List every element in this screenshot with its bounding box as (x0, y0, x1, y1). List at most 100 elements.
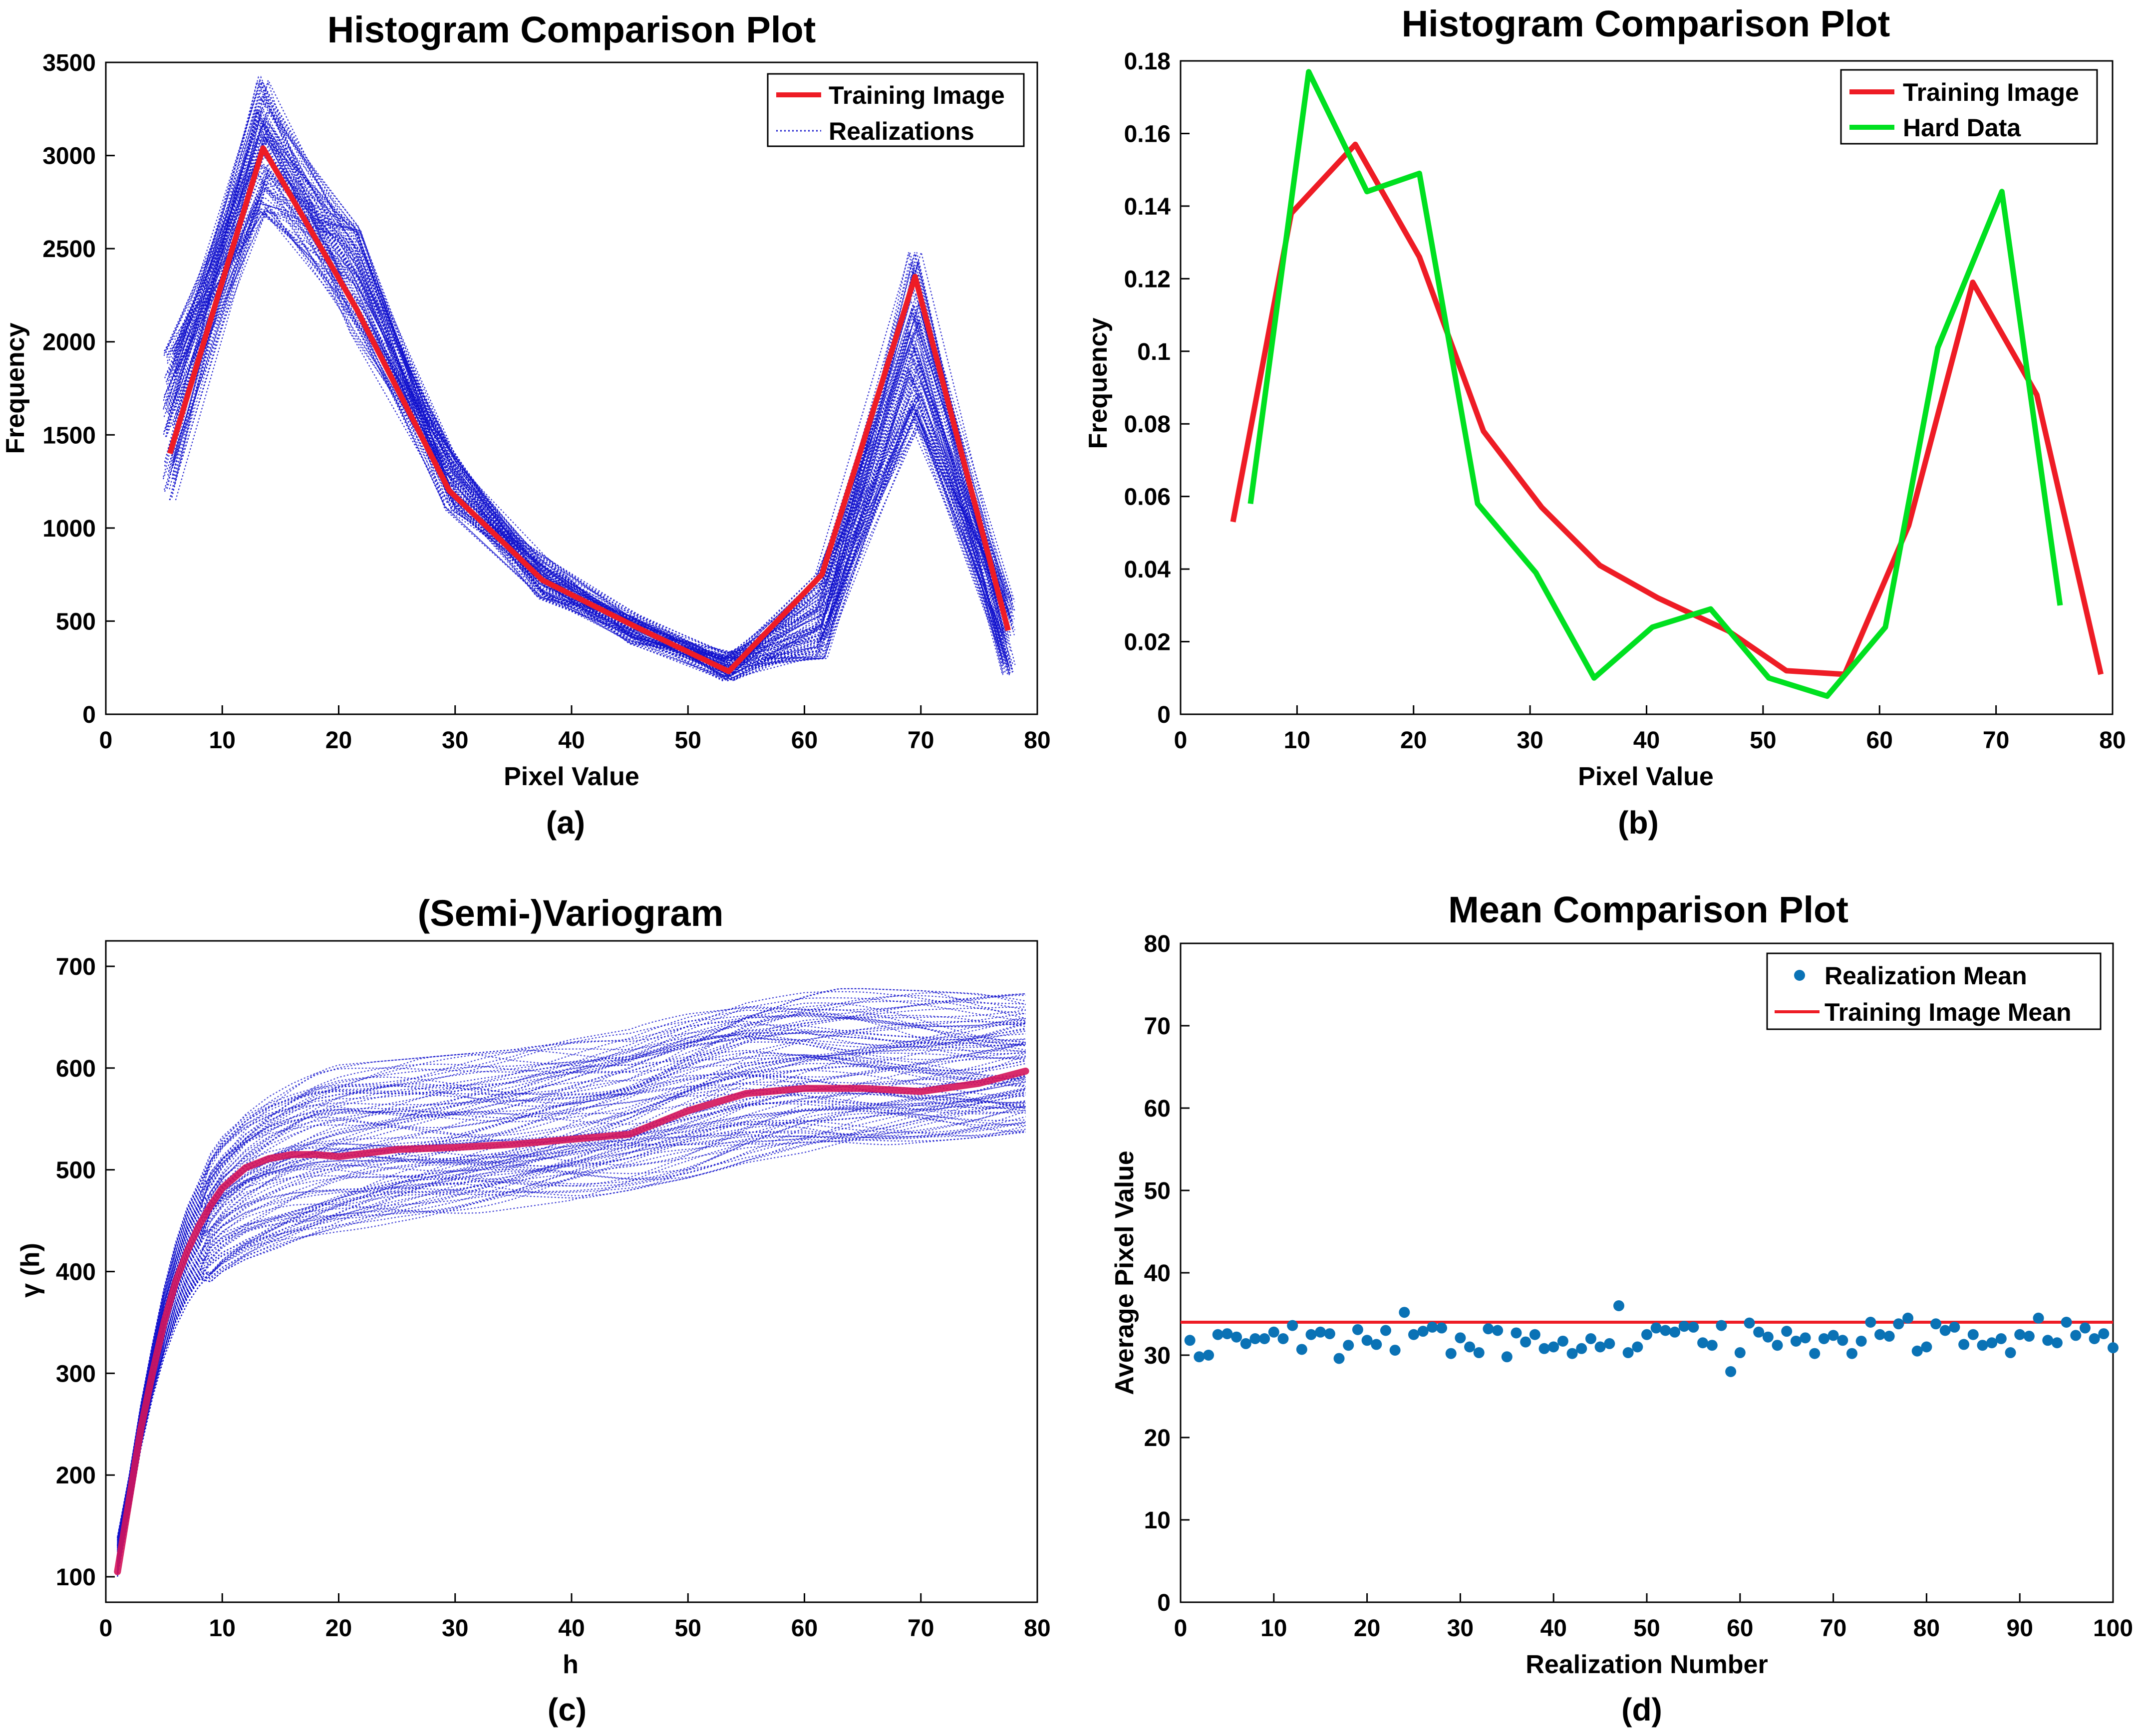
realization-mean-point (1464, 1341, 1476, 1353)
realization-line (117, 1013, 1026, 1542)
training-image-line (1230, 141, 2104, 677)
realization-mean-point (1818, 1333, 1830, 1344)
legend-realization-mean-label: Realization Mean (1825, 962, 2027, 990)
realization-line (117, 1101, 1026, 1574)
realization-line (165, 122, 1002, 656)
y-tick-label: 700 (56, 954, 96, 980)
realization-line (117, 1043, 1026, 1555)
panel-c-title: (Semi-)Variogram (418, 892, 724, 934)
realization-line (117, 992, 1026, 1538)
realization-mean-point (1883, 1331, 1895, 1342)
realization-mean-point (1800, 1332, 1811, 1344)
realization-line (117, 988, 1026, 1538)
realization-line (117, 1002, 1026, 1544)
y-tick-label: 0.04 (1124, 557, 1171, 583)
x-tick-label: 40 (558, 727, 585, 754)
realization-mean-point (2098, 1328, 2110, 1340)
panel-b-y-ticks: 0 0.02 0.04 0.06 0.08 0.1 0.12 0.14 0.16 0.18 (1124, 48, 1190, 728)
panel-b-plot-area (1180, 60, 2114, 715)
panel-c-variogram: (Semi-)Variogram 0 10 20 30 40 50 60 70 80 100 20… (16, 892, 1051, 1728)
y-tick-label: 0.1 (1137, 339, 1171, 365)
realization-line (117, 1006, 1026, 1540)
realization-mean-point (1520, 1336, 1531, 1348)
realization-line (117, 1100, 1026, 1567)
realization-line (164, 96, 1004, 674)
realization-line (117, 991, 1026, 1538)
x-tick-label: 30 (442, 1615, 468, 1642)
x-tick-label: 60 (791, 1615, 818, 1642)
realization-line (117, 1023, 1026, 1548)
realization-line (175, 211, 1014, 679)
realization-line (117, 1021, 1026, 1550)
realization-line (174, 171, 1011, 662)
y-tick-label: 2500 (42, 236, 96, 263)
panel-a-label: (a) (546, 805, 585, 841)
realization-line (117, 1053, 1026, 1557)
realization-mean-point (2070, 1330, 2082, 1341)
realization-mean-point (1921, 1341, 1932, 1353)
panel-c-ylabel: γ (h) (16, 1243, 45, 1298)
x-tick-label: 30 (442, 727, 468, 754)
realization-line (117, 1032, 1026, 1546)
realization-line (117, 1129, 1026, 1574)
x-tick-label: 80 (1024, 727, 1050, 754)
realization-line (169, 170, 1002, 657)
realization-line (117, 1070, 1026, 1562)
realization-mean-point (1333, 1353, 1345, 1364)
realization-mean-point (1669, 1326, 1681, 1338)
x-tick-label: 0 (1174, 727, 1188, 754)
realization-line (172, 210, 1013, 654)
realization-line (117, 1012, 1026, 1547)
realization-line (117, 1031, 1026, 1550)
realization-line (163, 181, 1006, 680)
y-tick-label: 0.14 (1124, 194, 1171, 220)
realization-line (117, 1052, 1026, 1558)
realization-mean-point (1184, 1335, 1196, 1346)
realization-line (117, 1039, 1026, 1552)
realization-line (172, 204, 1016, 670)
training-image-line (167, 145, 1011, 674)
realization-line (117, 994, 1026, 1538)
x-tick-label: 80 (2099, 727, 2126, 754)
realization-mean-point (1240, 1338, 1251, 1349)
panel-d-plot-area (1180, 942, 2114, 1603)
panel-d-xlabel: Realization Number (1525, 1650, 1768, 1679)
realization-line (117, 1027, 1026, 1547)
panel-c-plot-area (105, 940, 1038, 1603)
x-tick-label: 50 (1633, 1615, 1660, 1642)
x-tick-label: 10 (209, 727, 236, 754)
x-tick-label: 60 (791, 727, 818, 754)
realization-line (117, 1052, 1026, 1554)
x-tick-label: 50 (675, 1615, 701, 1642)
x-tick-label: 80 (1913, 1615, 1940, 1642)
realization-mean-point (1231, 1331, 1242, 1343)
realization-mean-point (1203, 1350, 1215, 1361)
realization-mean-point (1529, 1329, 1540, 1340)
realization-line (117, 1050, 1026, 1552)
y-tick-label: 0.18 (1124, 48, 1171, 75)
realization-line (173, 176, 1008, 670)
realization-mean-point (2023, 1331, 2035, 1342)
realization-mean-point (1585, 1333, 1596, 1344)
realization-line (117, 993, 1026, 1539)
realization-line (117, 1022, 1026, 1546)
panel-a-histogram-realizations: Histogram Comparison Plot 0 10 20 30 40 50 60 7… (1, 9, 1051, 841)
realization-line (117, 1074, 1026, 1560)
realization-line (117, 1101, 1026, 1574)
y-tick-label: 50 (1144, 1178, 1171, 1204)
realization-line (117, 1092, 1026, 1566)
panel-a-series (162, 75, 1016, 682)
realization-mean-point (1641, 1329, 1652, 1340)
realization-mean-point (1324, 1328, 1335, 1340)
realization-mean-point (1744, 1317, 1755, 1329)
realization-line (163, 134, 1009, 656)
realization-line (117, 1087, 1026, 1568)
x-tick-label: 30 (1447, 1615, 1474, 1642)
y-tick-label: 300 (56, 1361, 96, 1387)
y-tick-label: 200 (56, 1462, 96, 1489)
panel-a-x-ticks: 0 10 20 30 40 50 60 70 80 (99, 705, 1051, 754)
legend-realization-mean-swatch (1794, 970, 1805, 981)
y-tick-label: 1000 (42, 516, 96, 542)
panel-d-mean-comparison: Mean Comparison Plot 0 10 20 30 40 50 60 70 80 90… (1110, 889, 2133, 1728)
